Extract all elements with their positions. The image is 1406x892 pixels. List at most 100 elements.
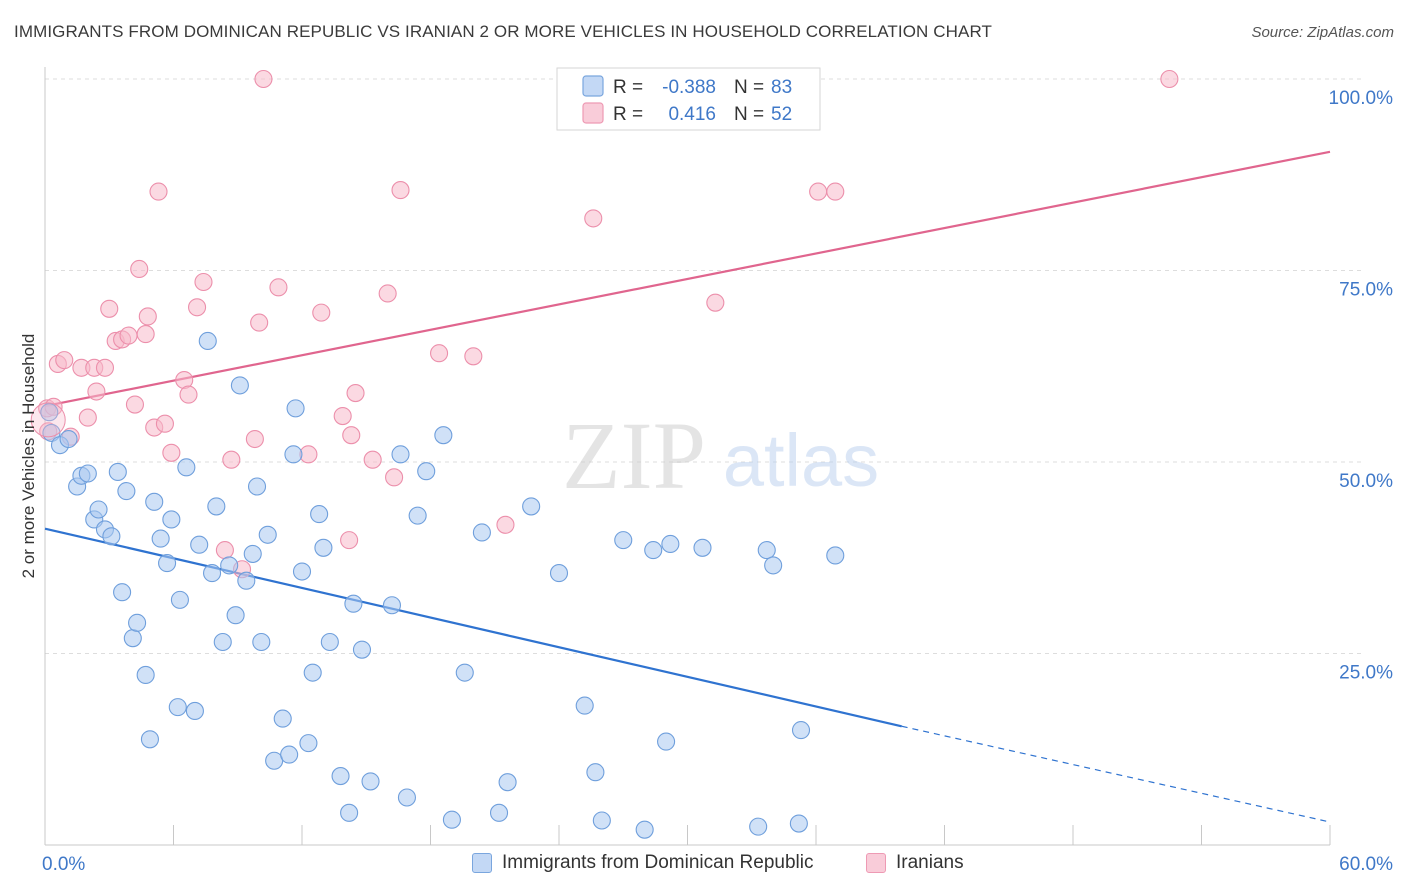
point-dominican — [252, 632, 271, 652]
legend-r-label-1: R = — [613, 77, 643, 98]
point-dominican — [237, 571, 256, 590]
point-dominican — [220, 556, 239, 575]
point-iranian — [464, 347, 483, 366]
point-dominican — [280, 745, 299, 764]
point-dominican — [284, 445, 303, 464]
point-dominican — [243, 544, 262, 563]
tick-labels: 25.0% 50.0% 75.0% 100.0% 0.0% 60.0% — [42, 88, 1393, 875]
point-dominican — [764, 556, 783, 575]
point-dominican — [693, 538, 712, 557]
point-iranian — [346, 384, 365, 403]
chart-title: IMMIGRANTS FROM DOMINICAN REPUBLIC VS IR… — [14, 22, 992, 41]
point-iranian — [138, 307, 157, 326]
watermark-zip: ZIP — [562, 402, 706, 509]
point-dominican — [455, 663, 474, 682]
point-dominican — [170, 590, 189, 609]
point-dominican — [434, 426, 453, 445]
point-iranian — [378, 284, 397, 303]
point-iranian — [809, 182, 828, 201]
point-dominican — [247, 477, 267, 496]
point-iranian — [826, 182, 845, 201]
x-tick-label: 0.0% — [42, 854, 85, 875]
point-iranian — [706, 293, 725, 312]
y-tick-label: 75.0% — [1339, 280, 1393, 301]
point-dominican — [273, 709, 292, 728]
point-dominican — [190, 535, 209, 554]
legend-r-label-2: R = — [613, 104, 643, 125]
point-dominican — [123, 629, 142, 648]
point-iranian — [125, 395, 144, 414]
legend-swatch-blue — [582, 75, 604, 97]
point-dominican — [145, 492, 164, 511]
point-dominican — [644, 541, 663, 560]
point-iranian — [312, 303, 331, 322]
point-dominican — [292, 562, 312, 581]
y-tick-label: 50.0% — [1339, 471, 1393, 492]
point-dominican — [89, 500, 108, 519]
point-dominican — [522, 497, 541, 516]
series-legend-item-iranians: Iranians — [866, 852, 964, 874]
trend-lines — [44, 150, 1331, 823]
point-dominican — [162, 510, 181, 529]
point-dominican — [128, 613, 147, 632]
point-dominican — [586, 763, 605, 782]
legend-r-value-2: 0.416 — [668, 104, 716, 125]
point-iranian — [391, 181, 410, 200]
point-dominican — [489, 803, 509, 822]
point-iranian — [342, 426, 361, 445]
point-dominican — [108, 462, 127, 482]
point-iranian — [130, 259, 149, 279]
point-iranian — [1160, 69, 1179, 89]
series-label-dominican: Immigrants from Dominican Republic — [502, 852, 814, 873]
legend-n-value-2: 52 — [771, 104, 792, 125]
series-swatch-pink — [866, 853, 886, 873]
source-label: Source: ZipAtlas.com — [1251, 24, 1394, 41]
axes — [44, 67, 1331, 846]
point-iranian — [496, 515, 515, 534]
point-iranian — [269, 278, 288, 297]
point-dominican — [417, 462, 436, 481]
point-dominican — [408, 506, 427, 525]
point-dominican — [340, 803, 359, 822]
point-iranian — [363, 450, 382, 469]
point-dominican — [549, 564, 569, 583]
point-dominican — [352, 640, 372, 659]
point-dominican — [635, 820, 654, 839]
point-dominican — [749, 817, 768, 836]
point-dominican — [397, 788, 416, 807]
point-iranian — [430, 344, 449, 363]
point-dominican — [314, 538, 333, 557]
point-iranian — [250, 313, 269, 332]
point-dominican — [575, 696, 594, 715]
point-dominican — [117, 482, 136, 501]
point-dominican — [177, 458, 196, 477]
point-dominican — [136, 665, 155, 684]
point-dominican — [661, 534, 680, 554]
legend-swatch-pink — [582, 102, 604, 124]
point-iranian — [100, 299, 119, 318]
point-dominican — [592, 811, 611, 830]
watermark-atlas: atlas — [723, 419, 879, 502]
point-dominican — [826, 546, 845, 565]
point-dominican — [331, 767, 350, 786]
legend-n-label-1: N = — [734, 77, 764, 98]
x-tick-label: 60.0% — [1339, 854, 1393, 875]
point-iranian — [340, 531, 359, 550]
point-iranian — [188, 298, 207, 317]
point-dominican — [203, 564, 222, 583]
point-dominican — [442, 810, 461, 829]
point-dominican — [657, 732, 676, 751]
series-label-iranians: Iranians — [896, 852, 964, 873]
legend-r-value-1: -0.388 — [662, 77, 716, 98]
trend-line-iranians — [44, 150, 1331, 408]
point-iranian — [149, 182, 168, 201]
point-iranian — [215, 541, 234, 560]
point-iranian — [194, 272, 213, 292]
legend-n-value-1: 83 — [771, 77, 792, 98]
data-points — [30, 69, 1179, 839]
point-dominican — [757, 541, 776, 560]
point-dominican — [59, 429, 78, 449]
point-dominican — [498, 773, 517, 792]
point-dominican — [40, 403, 59, 422]
